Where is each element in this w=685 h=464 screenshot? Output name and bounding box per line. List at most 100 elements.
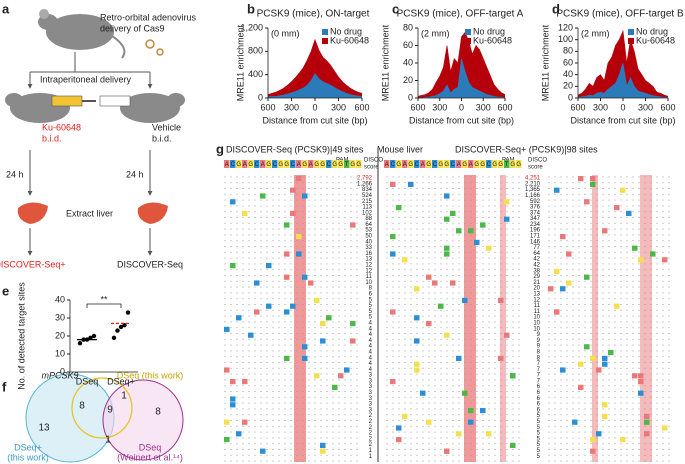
mismatch-box [560, 234, 566, 240]
area-line [267, 38, 363, 95]
panel-label: b [247, 1, 255, 16]
mismatch-box [638, 373, 644, 379]
disco-score: 171 [530, 234, 541, 240]
disco-score: 834 [362, 187, 373, 193]
mismatch-box [462, 390, 468, 396]
area-fill [418, 58, 505, 98]
mismatch-box [620, 437, 626, 443]
x-tick-label: 600 [410, 102, 425, 112]
area-line [417, 31, 506, 97]
mismatch-box [266, 303, 272, 309]
mismatch-box [662, 257, 668, 263]
x-tick-label: DSeq [76, 376, 99, 386]
y-tick-label: 60 [563, 57, 573, 67]
text: 24 h [126, 169, 144, 179]
mismatch-box [644, 419, 650, 425]
base-letter: C [291, 162, 296, 168]
g-header: score [528, 165, 543, 171]
x-tick-label: 300 [638, 102, 653, 112]
disco-score: 347 [530, 216, 541, 222]
base-letter: C [433, 162, 438, 168]
mismatch-box [566, 251, 572, 257]
base-box [414, 160, 420, 168]
base-letter: A [225, 162, 229, 168]
base-letter: G [284, 162, 289, 168]
disco-score: 8 [369, 286, 373, 292]
disco-score: 42 [533, 263, 540, 269]
x-tick-label: 600 [260, 102, 275, 112]
disco-score: 6 [537, 390, 541, 396]
x-tick-label: DSeq+ [107, 376, 135, 386]
disco-score: 2 [369, 442, 373, 448]
disco-score: 4 [369, 361, 373, 367]
disco-score: 13 [533, 291, 540, 297]
y-tick-label: 20 [403, 75, 413, 85]
panel-label: e [2, 283, 9, 298]
disco-score: 5 [369, 303, 373, 309]
area-fill [578, 63, 668, 98]
disco-score: 10 [533, 320, 540, 326]
x-tick-label: 600 [354, 102, 369, 112]
base-box [408, 160, 414, 168]
disco-score: 29 [533, 274, 540, 280]
disco-score: 5 [537, 425, 541, 431]
mismatch-box [320, 338, 326, 344]
base-letter: G [408, 162, 413, 168]
mismatch-box [260, 448, 266, 454]
base-letter: C [391, 162, 396, 168]
mismatch-box [450, 280, 456, 286]
x-tick-label: 300 [331, 102, 346, 112]
base-letter: G [320, 162, 325, 168]
mismatch-box [504, 332, 510, 338]
base-letter: A [309, 162, 313, 168]
dot [88, 335, 93, 340]
disco-score: 5 [369, 297, 373, 303]
mismatch-box [572, 419, 578, 425]
mismatch-box [566, 280, 572, 286]
base-letter: G [426, 162, 431, 168]
mismatch-box [590, 176, 596, 182]
base-letter: A [421, 162, 425, 168]
text: Intraperitoneal delivery [40, 74, 132, 84]
x-tick-label: 600 [660, 102, 675, 112]
legend-label: Ku-60648 [330, 35, 369, 45]
base-box [450, 160, 456, 168]
x-tick-label: 300 [284, 102, 299, 112]
mismatch-box [402, 257, 408, 263]
disco-score: 102 [362, 210, 373, 216]
alignment-grid [224, 148, 674, 462]
base-letter: G [396, 162, 401, 168]
base-box [302, 160, 308, 168]
disco-score: 10 [533, 315, 540, 321]
y-tick-label: 800 [248, 46, 263, 56]
y-tick-label: 20 [55, 330, 65, 340]
mismatch-box [290, 187, 296, 193]
mismatch-box [242, 419, 248, 425]
mismatch-box [320, 321, 326, 327]
mismatch-box [296, 234, 302, 240]
x-tick-label: 0 [620, 102, 625, 112]
mismatch-box [590, 448, 596, 454]
disco-score: 2 [369, 436, 373, 442]
mismatch-box [284, 309, 290, 315]
y-tick-label: 60 [403, 40, 413, 50]
base-letter: G [302, 162, 307, 168]
text: DISCOVER-Seq [117, 259, 183, 269]
text: Vehicle [152, 122, 181, 132]
base-letter: A [243, 162, 247, 168]
mismatch-box [414, 286, 420, 292]
disco-score: 3 [369, 402, 373, 408]
base-box [290, 160, 296, 168]
base-letter: C [451, 162, 456, 168]
base-letter: A [469, 162, 473, 168]
base-letter: A [403, 162, 407, 168]
mismatch-box [638, 257, 644, 263]
venn-count: 8 [155, 407, 161, 418]
mismatch-box [644, 413, 650, 419]
base-box [486, 160, 492, 168]
disco-score: 3 [369, 384, 373, 390]
legend-swatch [322, 29, 328, 35]
y-tick-label: 30 [55, 312, 65, 322]
base-letter: G [248, 162, 253, 168]
mismatch-box [266, 263, 272, 269]
